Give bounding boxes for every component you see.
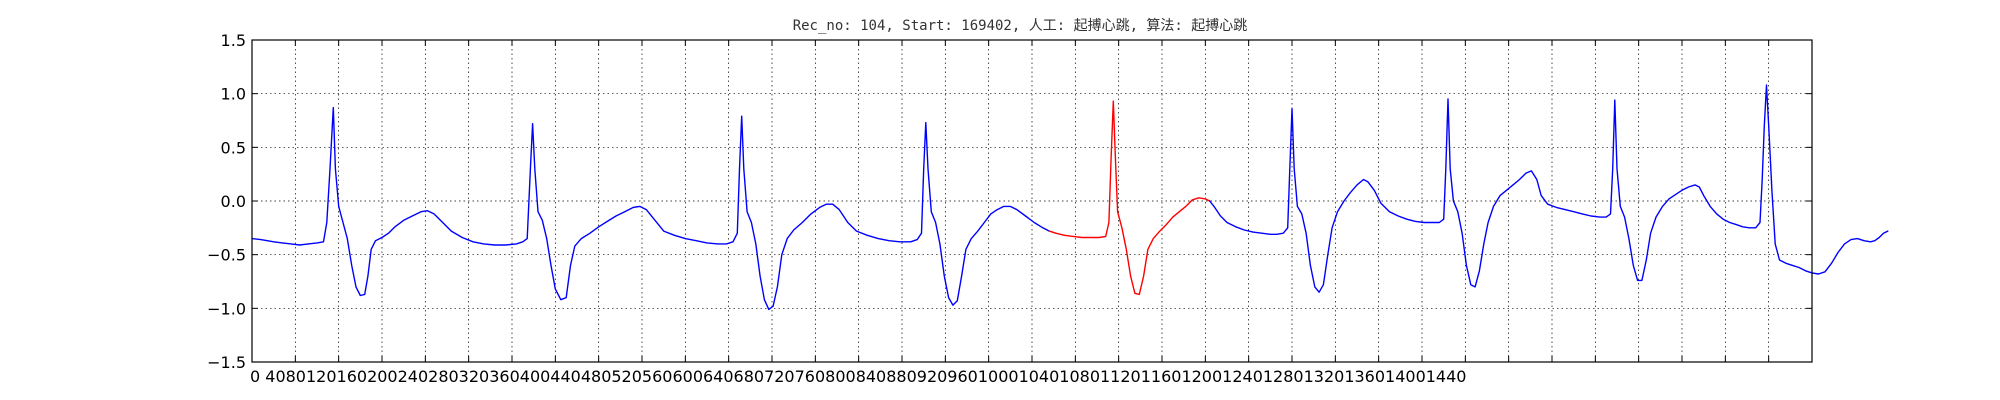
y-tick-label: 1.0 (221, 85, 246, 104)
ecg-series-line-3 (1208, 84, 1889, 293)
grid-lines (251, 39, 1813, 363)
y-tick-label: −1.0 (207, 299, 246, 318)
ecg-series-line-2 (1048, 100, 1211, 296)
y-tick-label: −1.5 (207, 353, 246, 372)
y-tick-label: 0.0 (221, 192, 246, 211)
x-axis-ticks (251, 40, 1813, 362)
x-axis-tick-labels: 0 40801201602002402803203604004404805205… (250, 367, 1466, 386)
y-tick-label: 0.5 (221, 138, 246, 157)
y-tick-label: 1.5 (221, 31, 246, 50)
series-lines (251, 84, 1889, 311)
ecg-series-line-1 (251, 106, 1051, 311)
y-tick-label: −0.5 (207, 246, 246, 265)
y-axis-ticks: 1.5 1.0 0.5 0.0 −0.5 −1.0 −1.5 (207, 31, 1812, 372)
chart-title: Rec_no: 104, Start: 169402, 人工: 起搏心跳, 算法… (793, 17, 1248, 34)
